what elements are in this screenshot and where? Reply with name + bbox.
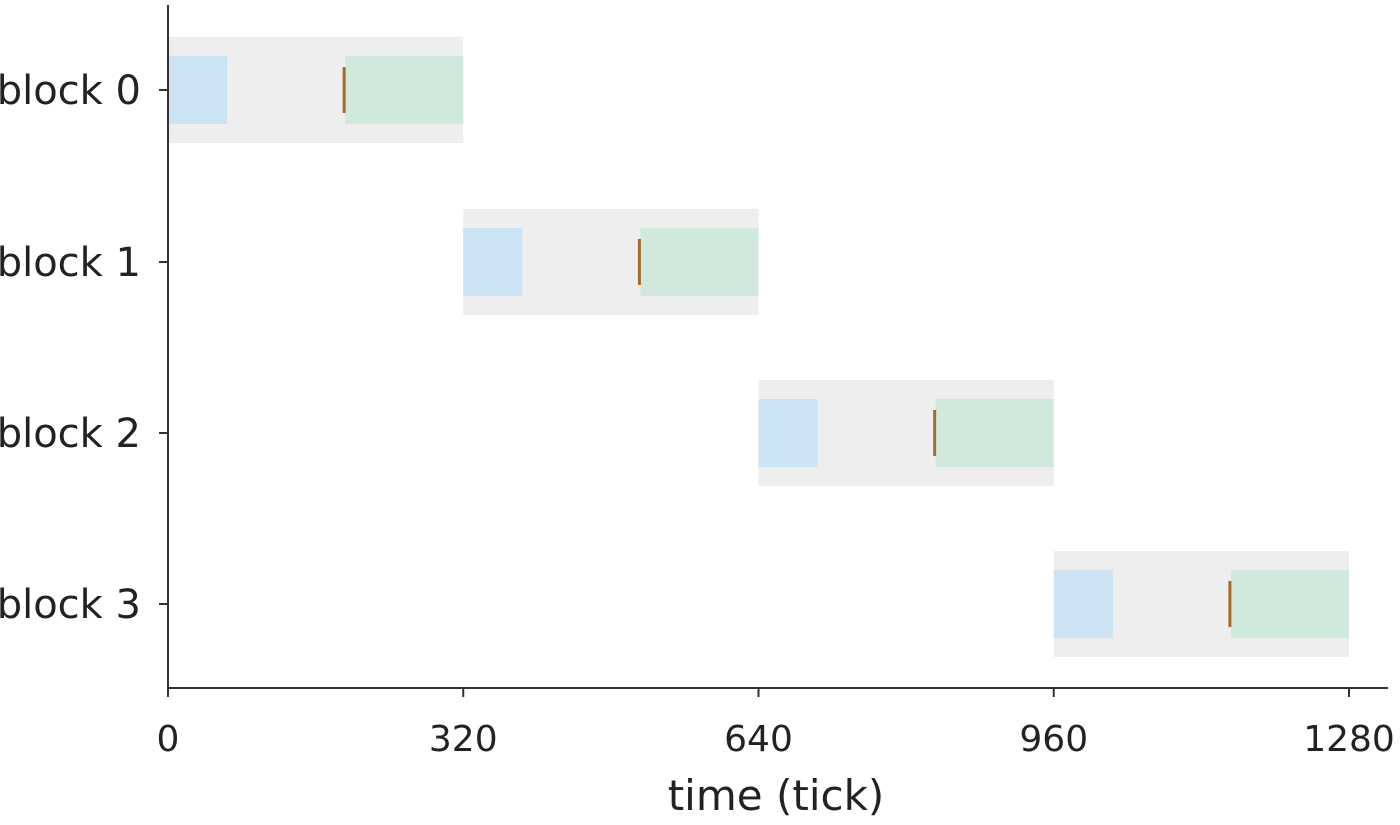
y-tick-label: block 0: [0, 68, 141, 114]
x-tick-label: 0: [157, 719, 180, 760]
x-axis: 0 320 640 960 1280: [157, 687, 1395, 760]
first-segment-bar: [463, 228, 523, 296]
first-segment-bar: [1053, 570, 1113, 638]
x-tick-label: 960: [1019, 719, 1088, 760]
x-tick-label: 320: [429, 719, 498, 760]
y-tick-label: block 1: [0, 240, 141, 286]
row-3: [1053, 551, 1349, 657]
bars-layer: [168, 37, 1349, 657]
row-0: [168, 37, 464, 143]
y-tick-label: block 2: [0, 411, 141, 457]
x-tick-label: 1280: [1303, 719, 1395, 760]
last-segment-bar: [1230, 570, 1349, 638]
row-1: [463, 209, 759, 315]
last-segment-bar: [345, 56, 464, 124]
last-segment-bar: [935, 399, 1054, 467]
y-axis: block 0 block 1 block 2 block 3: [0, 5, 169, 688]
x-tick-label: 640: [724, 719, 793, 760]
first-segment-bar: [168, 56, 228, 124]
y-tick-label: block 3: [0, 582, 141, 628]
x-axis-title: time (tick): [668, 771, 885, 820]
last-segment-bar: [640, 228, 759, 296]
row-2: [758, 380, 1054, 486]
first-segment-bar: [758, 399, 818, 467]
